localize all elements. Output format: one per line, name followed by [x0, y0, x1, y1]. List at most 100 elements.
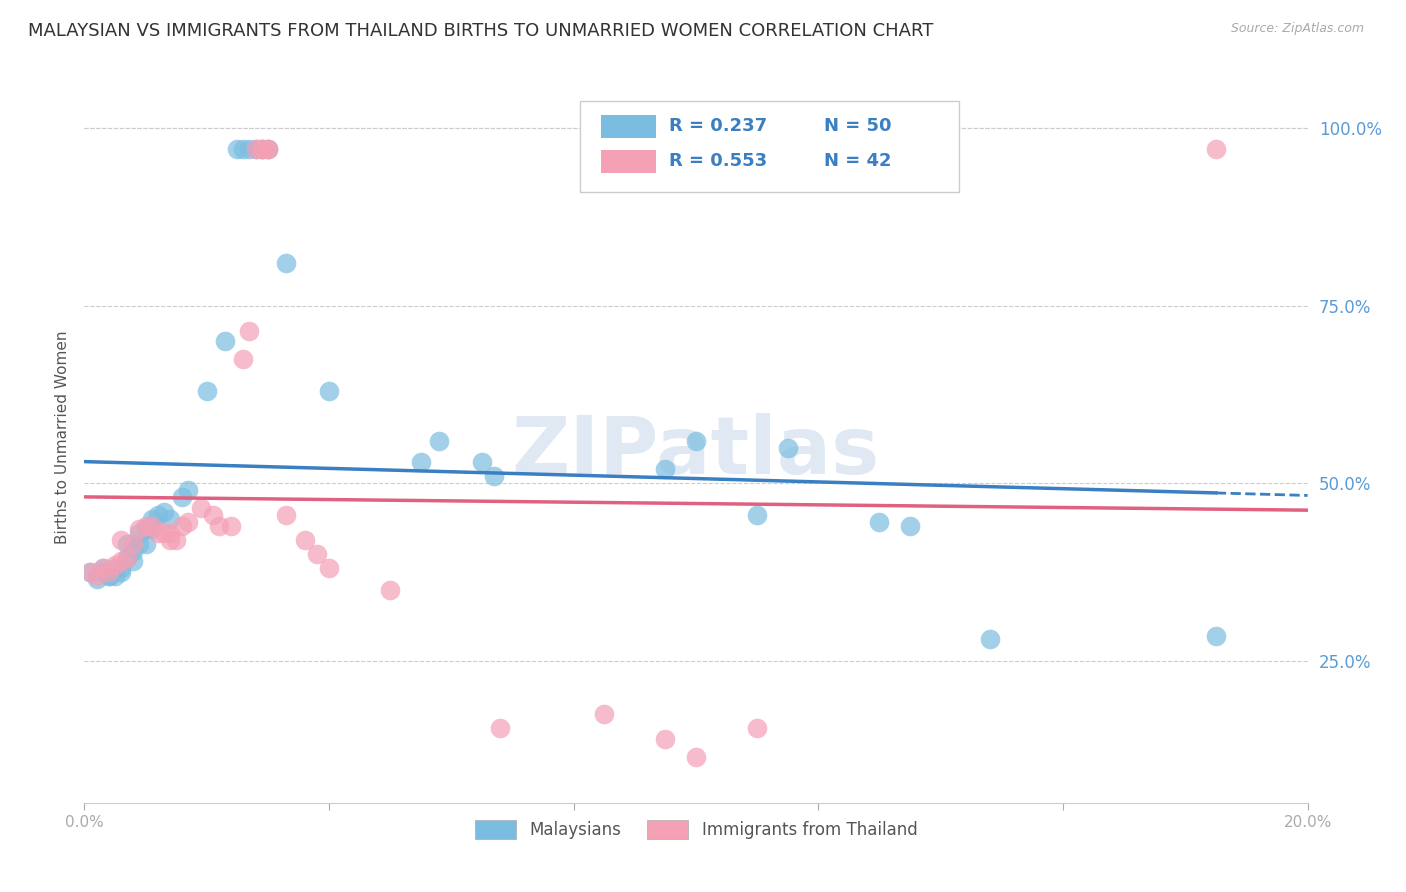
- Text: MALAYSIAN VS IMMIGRANTS FROM THAILAND BIRTHS TO UNMARRIED WOMEN CORRELATION CHAR: MALAYSIAN VS IMMIGRANTS FROM THAILAND BI…: [28, 22, 934, 40]
- Point: [747, 508, 769, 523]
- Point: [685, 749, 707, 764]
- Point: [219, 519, 242, 533]
- Point: [898, 519, 921, 533]
- Point: [165, 533, 187, 547]
- Point: [110, 561, 132, 575]
- Point: [318, 561, 340, 575]
- Point: [91, 561, 114, 575]
- Point: [318, 384, 340, 398]
- Text: ZIPatlas: ZIPatlas: [512, 413, 880, 491]
- Point: [1205, 629, 1227, 643]
- Point: [979, 632, 1001, 647]
- Point: [79, 565, 101, 579]
- Point: [135, 536, 157, 550]
- Point: [232, 351, 254, 366]
- Point: [110, 565, 132, 579]
- Point: [122, 543, 145, 558]
- Point: [257, 143, 280, 157]
- Point: [153, 505, 176, 519]
- Point: [159, 512, 181, 526]
- Point: [195, 384, 218, 398]
- Point: [869, 516, 891, 530]
- Point: [245, 143, 267, 157]
- Text: N = 42: N = 42: [824, 153, 891, 170]
- Point: [122, 536, 145, 550]
- Point: [177, 516, 200, 530]
- Point: [135, 522, 157, 536]
- Point: [257, 143, 280, 157]
- Point: [172, 519, 194, 533]
- Point: [380, 582, 402, 597]
- Point: [654, 462, 676, 476]
- Point: [489, 721, 512, 735]
- Point: [409, 455, 432, 469]
- Point: [257, 143, 280, 157]
- Point: [776, 441, 799, 455]
- Point: [685, 434, 707, 448]
- Point: [471, 455, 494, 469]
- Point: [250, 143, 273, 157]
- Point: [104, 558, 127, 572]
- Point: [135, 519, 157, 533]
- FancyBboxPatch shape: [579, 101, 959, 192]
- Point: [141, 522, 163, 536]
- Point: [482, 469, 505, 483]
- Point: [115, 550, 138, 565]
- Point: [201, 508, 224, 523]
- Point: [747, 721, 769, 735]
- Point: [141, 519, 163, 533]
- Point: [115, 536, 138, 550]
- Point: [654, 731, 676, 746]
- Text: Source: ZipAtlas.com: Source: ZipAtlas.com: [1230, 22, 1364, 36]
- Point: [141, 512, 163, 526]
- Point: [226, 143, 249, 157]
- Point: [97, 568, 120, 582]
- Point: [128, 522, 150, 536]
- Legend: Malaysians, Immigrants from Thailand: Malaysians, Immigrants from Thailand: [468, 814, 924, 846]
- Y-axis label: Births to Unmarried Women: Births to Unmarried Women: [55, 330, 70, 544]
- Text: R = 0.553: R = 0.553: [669, 153, 768, 170]
- Point: [172, 491, 194, 505]
- Point: [159, 533, 181, 547]
- Point: [276, 256, 298, 270]
- Point: [128, 536, 150, 550]
- Point: [146, 508, 169, 523]
- Point: [122, 554, 145, 568]
- Point: [86, 572, 108, 586]
- FancyBboxPatch shape: [600, 114, 655, 138]
- Point: [79, 565, 101, 579]
- Point: [159, 525, 181, 540]
- Point: [97, 565, 120, 579]
- Point: [153, 525, 176, 540]
- Point: [427, 434, 450, 448]
- Point: [115, 550, 138, 565]
- Point: [214, 334, 236, 349]
- Point: [305, 547, 328, 561]
- Point: [238, 143, 260, 157]
- Point: [190, 501, 212, 516]
- FancyBboxPatch shape: [600, 150, 655, 173]
- Point: [104, 568, 127, 582]
- Point: [91, 565, 114, 579]
- Point: [1205, 143, 1227, 157]
- Point: [232, 143, 254, 157]
- Point: [91, 561, 114, 575]
- Point: [104, 561, 127, 575]
- Point: [294, 533, 316, 547]
- Point: [146, 525, 169, 540]
- Point: [208, 519, 231, 533]
- Point: [86, 568, 108, 582]
- Point: [97, 568, 120, 582]
- Text: R = 0.237: R = 0.237: [669, 117, 768, 136]
- Point: [250, 143, 273, 157]
- Point: [110, 554, 132, 568]
- Point: [110, 533, 132, 547]
- Point: [238, 324, 260, 338]
- Point: [593, 706, 616, 721]
- Point: [177, 483, 200, 498]
- Point: [245, 143, 267, 157]
- Text: N = 50: N = 50: [824, 117, 891, 136]
- Point: [276, 508, 298, 523]
- Point: [128, 525, 150, 540]
- Point: [250, 143, 273, 157]
